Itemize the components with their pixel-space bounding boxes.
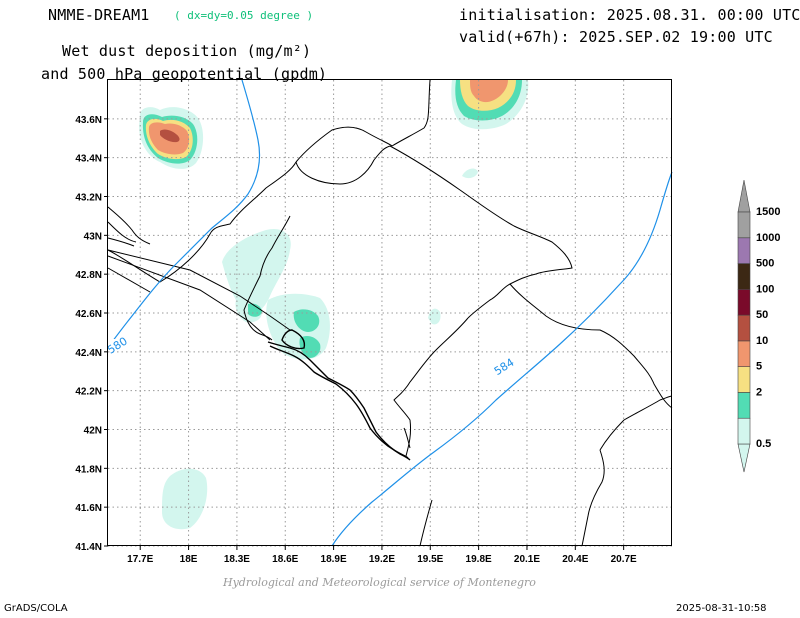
coastline [107,267,151,293]
legend-label: 2 [756,386,762,398]
country-border [295,126,393,163]
coastline [107,206,151,245]
y-tick-label: 42.4N [75,348,102,359]
x-tick-label: 18.6E [272,554,298,565]
axis-ticks [104,118,625,550]
valid-time: valid(+67h): 2025.SEP.02 19:00 UTC [459,28,773,46]
coastline [107,221,137,243]
legend-swatch [737,392,751,419]
country-border [419,499,433,547]
dust-cell-southwest [162,468,208,530]
coastline [107,237,135,247]
country-border [393,317,469,457]
contour-label: 580 [105,335,130,357]
map-panel: 580 584 17.7E 18E 18.3E 18.6E 18.9E 19.2E 19.5E… [75,79,673,565]
contour-label-bg [493,360,516,373]
legend-swatch [737,289,751,316]
y-tick-label: 41.6N [75,503,102,514]
legend-label: 10 [756,335,768,347]
geopotential-contours [107,79,673,547]
x-tick-label: 19.8E [466,554,492,565]
y-tick-label: 41.4N [75,542,102,553]
coastline [107,255,271,341]
contour-label-bg [106,339,129,352]
lake-shore [267,341,411,461]
y-tick-label: 43.4N [75,154,102,165]
data-credit: Hydrological and Meteorological service … [223,576,536,589]
axis-labels: 17.7E 18E 18.3E 18.6E 18.9E 19.2E 19.5E 19.8E 20… [75,115,637,565]
footer-timestamp: 2025-08-31-10:58 [676,603,767,614]
country-border [581,449,605,547]
initialisation-time: initialisation: 2025.08.31. 00:00 UTC [459,6,800,24]
x-tick-label: 18.3E [224,554,250,565]
legend-label: 0.5 [756,438,771,450]
contour-line-580 [107,79,261,347]
model-name: NMME-DREAM1 [48,6,150,24]
x-tick-label: 18.9E [321,554,347,565]
legend-label: 1000 [756,232,780,244]
legend-label: 50 [756,309,768,321]
x-tick-label: 20.1E [514,554,540,565]
dust-cell-central [222,228,330,360]
country-border [509,283,673,409]
x-tick-label: 19.2E [369,554,395,565]
x-tick-label: 17.7E [127,554,153,565]
legend-swatch [737,314,751,342]
lake-shore [403,427,411,449]
legend-swatch [737,366,751,393]
lake-shore [269,345,409,459]
legend-swatch [737,263,751,290]
color-legend: 0.5 2 5 10 50 100 500 1000 1500 [737,179,780,473]
footer-software: GrADS/COLA [4,603,68,614]
country-border [243,215,291,341]
lake-shore [281,329,306,350]
dust-cell-small [462,168,478,179]
dust-deposition-field [139,80,529,530]
country-border [107,161,297,283]
x-tick-label: 19.5E [417,554,443,565]
country-border [599,395,673,451]
y-tick-label: 42.8N [75,270,102,281]
country-border [391,79,431,147]
x-tick-label: 20.4E [562,554,588,565]
country-border [389,145,573,319]
legend-swatch [737,417,751,445]
chart-title-line2: and 500 hPa geopotential (gpdm) [41,65,328,83]
chart-title-line1: Wet dust deposition (mg/m²) [62,42,312,60]
legend-label: 5 [756,361,762,373]
y-tick-label: 43.2N [75,193,102,204]
y-tick-label: 42.2N [75,387,102,398]
y-tick-label: 42N [84,426,102,437]
legend-label: 1500 [756,206,780,218]
legend-swatch [737,211,751,239]
model-resolution: ( dx=dy=0.05 degree ) [174,9,314,22]
legend-arrow-top [737,179,751,213]
y-tick-label: 42.6N [75,309,102,320]
contour-label: 584 [492,356,517,378]
borders-coastlines [107,79,673,547]
contour-line-584 [331,171,673,547]
coastline [107,249,291,331]
legend-swatch [737,340,751,367]
y-tick-label: 43.6N [75,115,102,126]
y-tick-label: 41.8N [75,464,102,475]
dust-cell-north [451,80,529,130]
y-tick-label: 43N [84,231,102,242]
dust-cell-northwest [139,107,204,169]
x-tick-label: 18E [180,554,198,565]
grid-lines [108,80,672,547]
legend-arrow-bottom [737,443,751,473]
legend-swatch [737,237,751,264]
legend-label: 500 [756,258,774,270]
x-tick-label: 20.7E [611,554,637,565]
legend-label: 100 [756,283,774,295]
country-border [295,145,391,185]
